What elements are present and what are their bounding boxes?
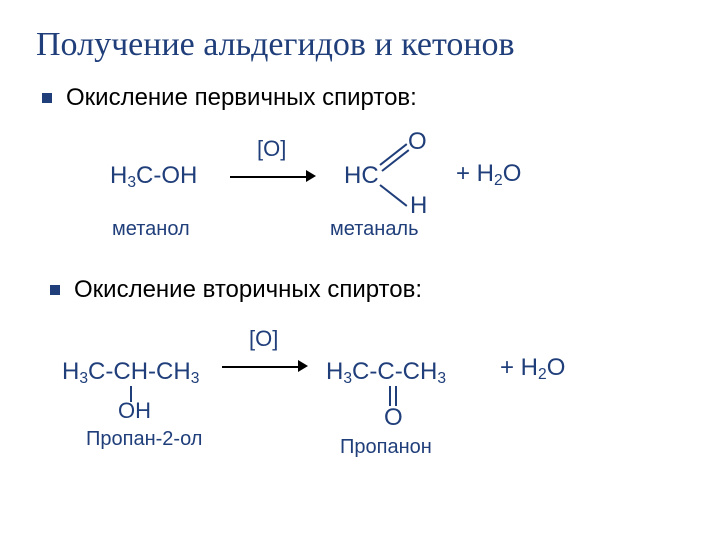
r2-product-name: Пропанон: [340, 436, 432, 459]
r1-product-name: метаналь: [330, 218, 419, 241]
r2-oxidation-tag: [O]: [249, 326, 278, 352]
bullet-primary-text: Окисление первичных спиртов:: [66, 84, 417, 112]
r2-product: H3C-C-CH3: [326, 358, 446, 388]
r2-bond-co-2: [395, 386, 397, 406]
r2-arrow-line: [222, 366, 300, 368]
bullet-square-icon-2: [50, 285, 60, 295]
bullet-secondary-text: Окисление вторичных спиртов:: [74, 276, 422, 304]
r1-arrow-line: [230, 176, 308, 178]
r2-reactant: H3C-CH-CH3: [62, 358, 199, 388]
r1-product-core: HC: [344, 162, 379, 190]
r2-product-o: O: [384, 404, 403, 432]
r2-reactant-oh: OH: [118, 398, 151, 424]
r1-product-h: H: [410, 192, 427, 220]
r1-reactant: H3C-OH: [110, 162, 197, 192]
bullet-primary: Окисление первичных спиртов:: [42, 84, 684, 112]
bullet-secondary: Окисление вторичных спиртов:: [50, 276, 684, 304]
r1-reactant-name: метанол: [112, 218, 190, 241]
r2-byproduct: + H2O: [500, 354, 565, 384]
r1-oxidation-tag: [O]: [257, 136, 286, 162]
r1-arrow-head-icon: [306, 170, 316, 182]
r1-bond-ch: [379, 184, 407, 207]
r2-bond-co-1: [389, 386, 391, 406]
r2-arrow-head-icon: [298, 360, 308, 372]
r2-reactant-name: Пропан-2-ол: [86, 428, 202, 451]
r1-byproduct: + H2O: [456, 160, 521, 190]
r1-product-o: O: [408, 128, 427, 156]
slide-title: Получение альдегидов и кетонов: [36, 26, 684, 64]
bullet-square-icon: [42, 93, 52, 103]
